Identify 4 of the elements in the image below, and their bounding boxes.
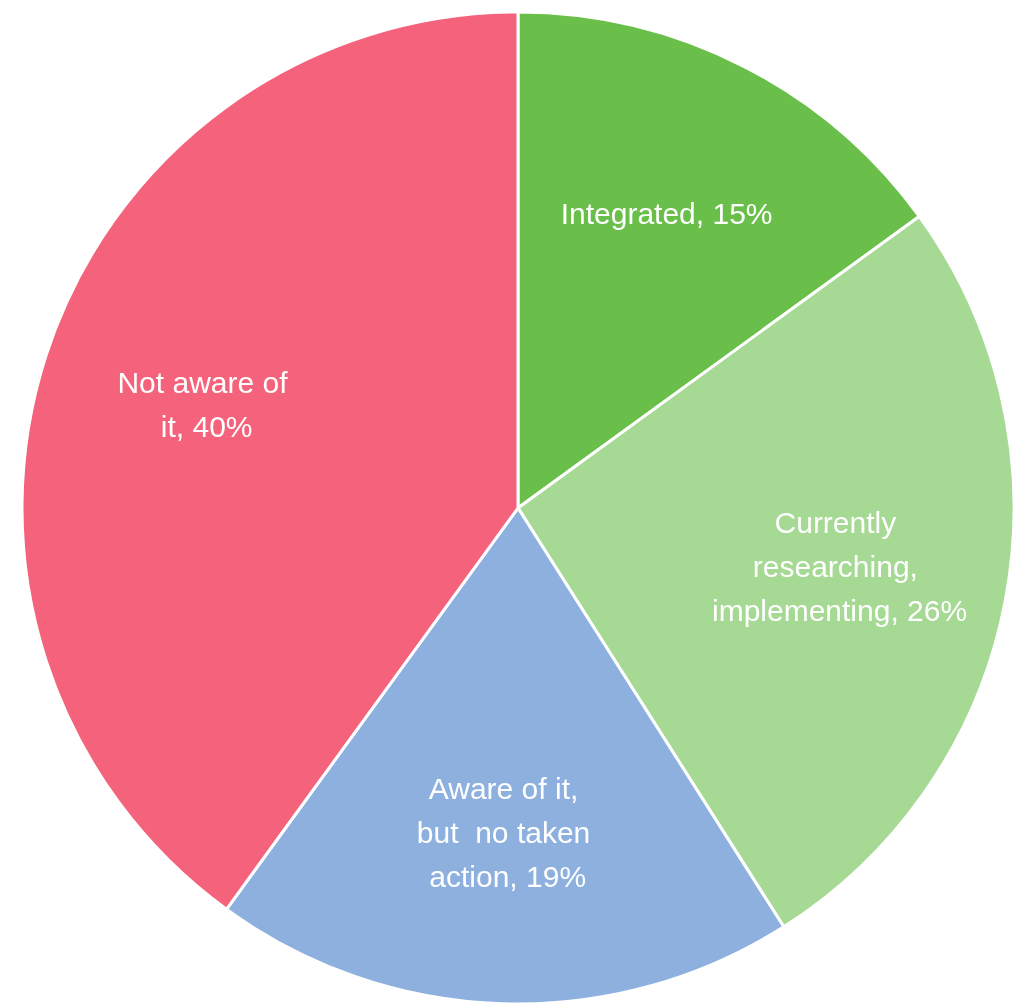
slice-label: Not aware of it, 40%: [117, 365, 296, 443]
slice-label: Aware of it, but no taken action, 19%: [416, 772, 599, 894]
slice-label: Integrated, 15%: [560, 197, 773, 231]
slice-label: Currently researching, implementing, 26%: [711, 506, 968, 628]
